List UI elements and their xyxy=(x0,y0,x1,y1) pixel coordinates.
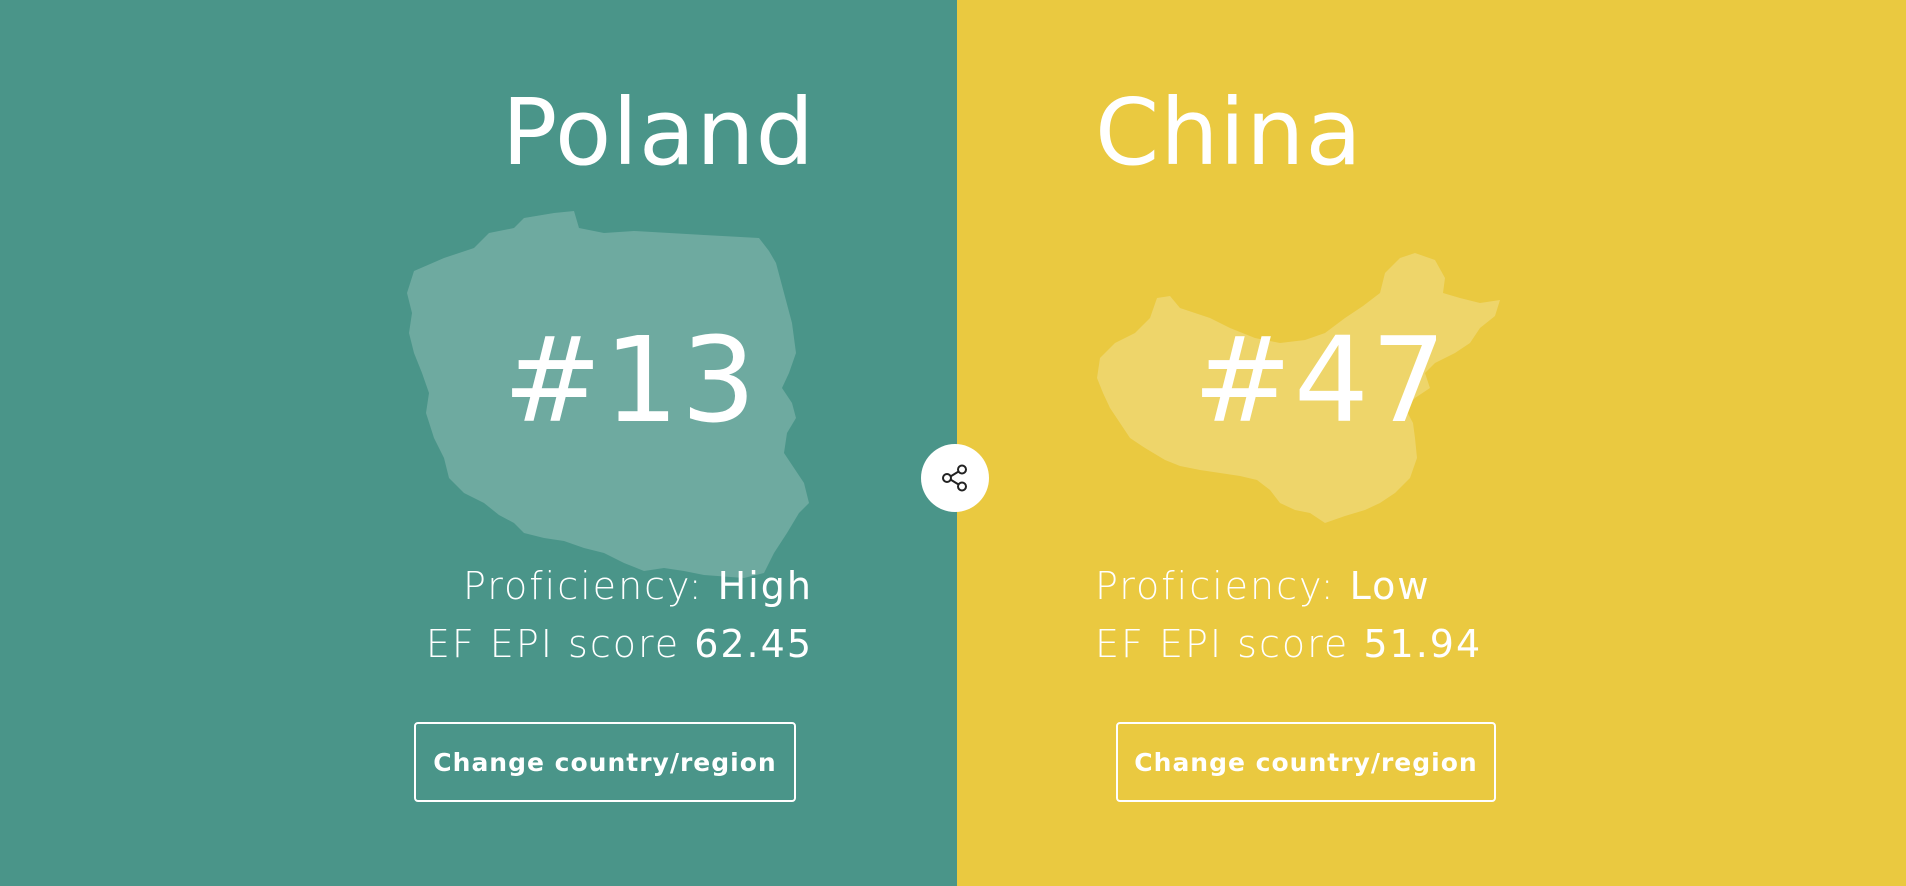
left-score-value: 62.45 xyxy=(694,622,813,666)
share-icon xyxy=(942,464,967,492)
right-change-country-button[interactable]: Change country/region xyxy=(1116,722,1496,802)
left-country-name: Poland xyxy=(501,79,815,186)
right-country-name: China xyxy=(1095,79,1363,186)
right-score: EF EPI score 51.94 xyxy=(1095,621,1482,667)
left-change-country-button[interactable]: Change country/region xyxy=(414,722,796,802)
left-proficiency: Proficiency: High xyxy=(463,563,813,609)
right-proficiency-label: Proficiency: xyxy=(1095,564,1350,608)
left-country-panel: Poland #13 Proficiency: High EF EPI scor… xyxy=(0,0,957,886)
poland-map-silhouette xyxy=(407,211,809,578)
right-score-value: 51.94 xyxy=(1363,622,1483,666)
china-map-silhouette xyxy=(1097,253,1500,523)
right-rank: #47 xyxy=(1193,311,1449,449)
left-score-label: EF EPI score xyxy=(425,622,695,666)
right-proficiency-value: Low xyxy=(1349,564,1431,608)
left-score: EF EPI score 62.45 xyxy=(426,621,813,667)
left-proficiency-label: Proficiency: xyxy=(463,564,718,608)
left-proficiency-value: High xyxy=(717,564,813,608)
share-button[interactable] xyxy=(921,444,989,512)
right-proficiency: Proficiency: Low xyxy=(1095,563,1430,609)
left-rank: #13 xyxy=(503,311,759,449)
right-country-panel: China #47 Proficiency: Low EF EPI score … xyxy=(957,0,1906,886)
right-score-label: EF EPI score xyxy=(1095,622,1364,666)
